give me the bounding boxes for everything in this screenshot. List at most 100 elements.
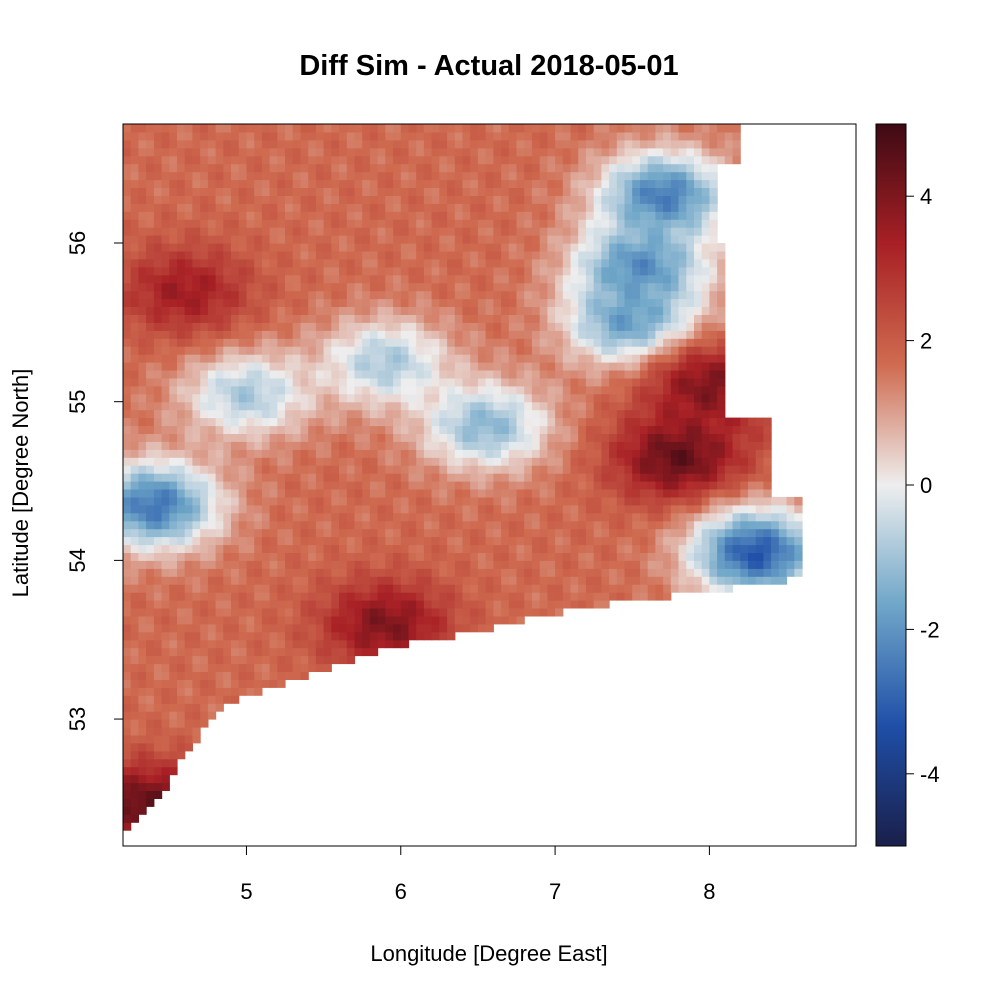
heatmap-cell bbox=[277, 473, 286, 482]
heatmap-cell bbox=[585, 354, 595, 363]
heatmap-cell bbox=[640, 544, 649, 553]
heatmap-cell bbox=[123, 250, 132, 260]
heatmap-cell bbox=[292, 274, 301, 284]
heatmap-cell bbox=[300, 274, 309, 284]
heatmap-cell bbox=[663, 584, 672, 593]
heatmap-cell bbox=[161, 687, 170, 696]
heatmap-cell bbox=[462, 258, 471, 268]
heatmap-cell bbox=[377, 457, 386, 466]
heatmap-cell bbox=[562, 409, 572, 419]
heatmap-cell bbox=[539, 473, 548, 482]
heatmap-cell bbox=[377, 235, 386, 244]
heatmap-cell bbox=[609, 290, 618, 300]
heatmap-cell bbox=[416, 433, 425, 442]
heatmap-cell bbox=[539, 393, 548, 403]
heatmap-cell bbox=[169, 385, 178, 395]
heatmap-cell bbox=[709, 568, 718, 577]
heatmap-cell bbox=[593, 568, 602, 577]
heatmap-cell bbox=[717, 338, 726, 347]
heatmap-cell bbox=[184, 235, 193, 244]
heatmap-cell bbox=[261, 243, 271, 252]
heatmap-cell bbox=[470, 560, 479, 569]
heatmap-cell bbox=[655, 489, 664, 498]
heatmap-cell bbox=[292, 417, 301, 427]
heatmap-cell bbox=[524, 266, 533, 276]
heatmap-cell bbox=[200, 608, 209, 617]
heatmap-cell bbox=[601, 290, 610, 300]
heatmap-cell bbox=[508, 227, 518, 236]
heatmap-cell bbox=[709, 354, 718, 363]
heatmap-cell bbox=[624, 258, 633, 268]
heatmap-cell bbox=[531, 338, 541, 347]
heatmap-cell bbox=[694, 322, 703, 331]
heatmap-cell bbox=[323, 512, 332, 522]
heatmap-cell bbox=[177, 330, 186, 339]
heatmap-cell bbox=[215, 639, 224, 649]
heatmap-cell bbox=[192, 441, 201, 450]
heatmap-cell bbox=[408, 227, 417, 236]
heatmap-cell bbox=[547, 489, 556, 498]
heatmap-cell bbox=[254, 409, 263, 419]
heatmap-cell bbox=[647, 401, 656, 411]
heatmap-cell bbox=[292, 647, 301, 657]
heatmap-cell bbox=[153, 647, 163, 657]
heatmap-cell bbox=[593, 473, 602, 482]
heatmap-cell bbox=[153, 179, 163, 188]
heatmap-cell bbox=[686, 481, 695, 490]
heatmap-cell bbox=[524, 417, 533, 427]
heatmap-cell bbox=[539, 298, 548, 307]
heatmap-cell bbox=[153, 163, 163, 173]
heatmap-cell bbox=[354, 290, 363, 300]
heatmap-cell bbox=[431, 235, 440, 244]
heatmap-cell bbox=[130, 655, 139, 665]
heatmap-cell bbox=[647, 203, 656, 212]
heatmap-cell bbox=[524, 171, 533, 181]
heatmap-cell bbox=[701, 243, 710, 252]
heatmap-cell bbox=[200, 544, 209, 553]
heatmap-cell bbox=[238, 615, 247, 625]
heatmap-cell bbox=[454, 417, 464, 427]
heatmap-cell bbox=[516, 489, 525, 498]
heatmap-cell bbox=[423, 227, 433, 236]
heatmap-cell bbox=[462, 187, 471, 196]
heatmap-cell bbox=[624, 568, 633, 577]
heatmap-cell bbox=[215, 290, 224, 300]
heatmap-cell bbox=[238, 457, 247, 466]
heatmap-cell bbox=[709, 187, 718, 196]
heatmap-cell bbox=[447, 227, 456, 236]
heatmap-cell bbox=[524, 362, 533, 371]
heatmap-cell bbox=[562, 417, 572, 427]
heatmap-cell bbox=[153, 750, 163, 760]
heatmap-cell bbox=[485, 377, 494, 387]
heatmap-cell bbox=[292, 370, 301, 379]
heatmap-cell bbox=[709, 314, 718, 323]
heatmap-cell bbox=[609, 576, 618, 585]
heatmap-cell bbox=[562, 560, 572, 569]
heatmap-cell bbox=[177, 417, 186, 427]
heatmap-cell bbox=[246, 528, 255, 538]
heatmap-cell bbox=[547, 425, 556, 434]
heatmap-cell bbox=[686, 568, 695, 577]
heatmap-cell bbox=[315, 623, 325, 633]
heatmap-cell bbox=[539, 401, 548, 411]
heatmap-cell bbox=[369, 536, 379, 546]
heatmap-cell bbox=[153, 362, 163, 371]
heatmap-cell bbox=[254, 600, 263, 609]
heatmap-cell bbox=[524, 179, 533, 188]
heatmap-cell bbox=[385, 552, 394, 561]
heatmap-cell bbox=[501, 298, 510, 307]
heatmap-cell bbox=[570, 250, 579, 260]
heatmap-cell bbox=[184, 338, 193, 347]
heatmap-cell bbox=[562, 489, 572, 498]
heatmap-cell bbox=[200, 250, 209, 260]
heatmap-cell bbox=[562, 322, 572, 331]
heatmap-cell bbox=[477, 504, 487, 514]
heatmap-cell bbox=[200, 163, 209, 173]
heatmap-cell bbox=[570, 179, 579, 188]
heatmap-cell bbox=[547, 314, 556, 323]
heatmap-cell bbox=[454, 512, 464, 522]
heatmap-cell bbox=[601, 179, 610, 188]
heatmap-cell bbox=[292, 600, 301, 609]
heatmap-cell bbox=[470, 504, 479, 514]
heatmap-cell bbox=[277, 568, 286, 577]
